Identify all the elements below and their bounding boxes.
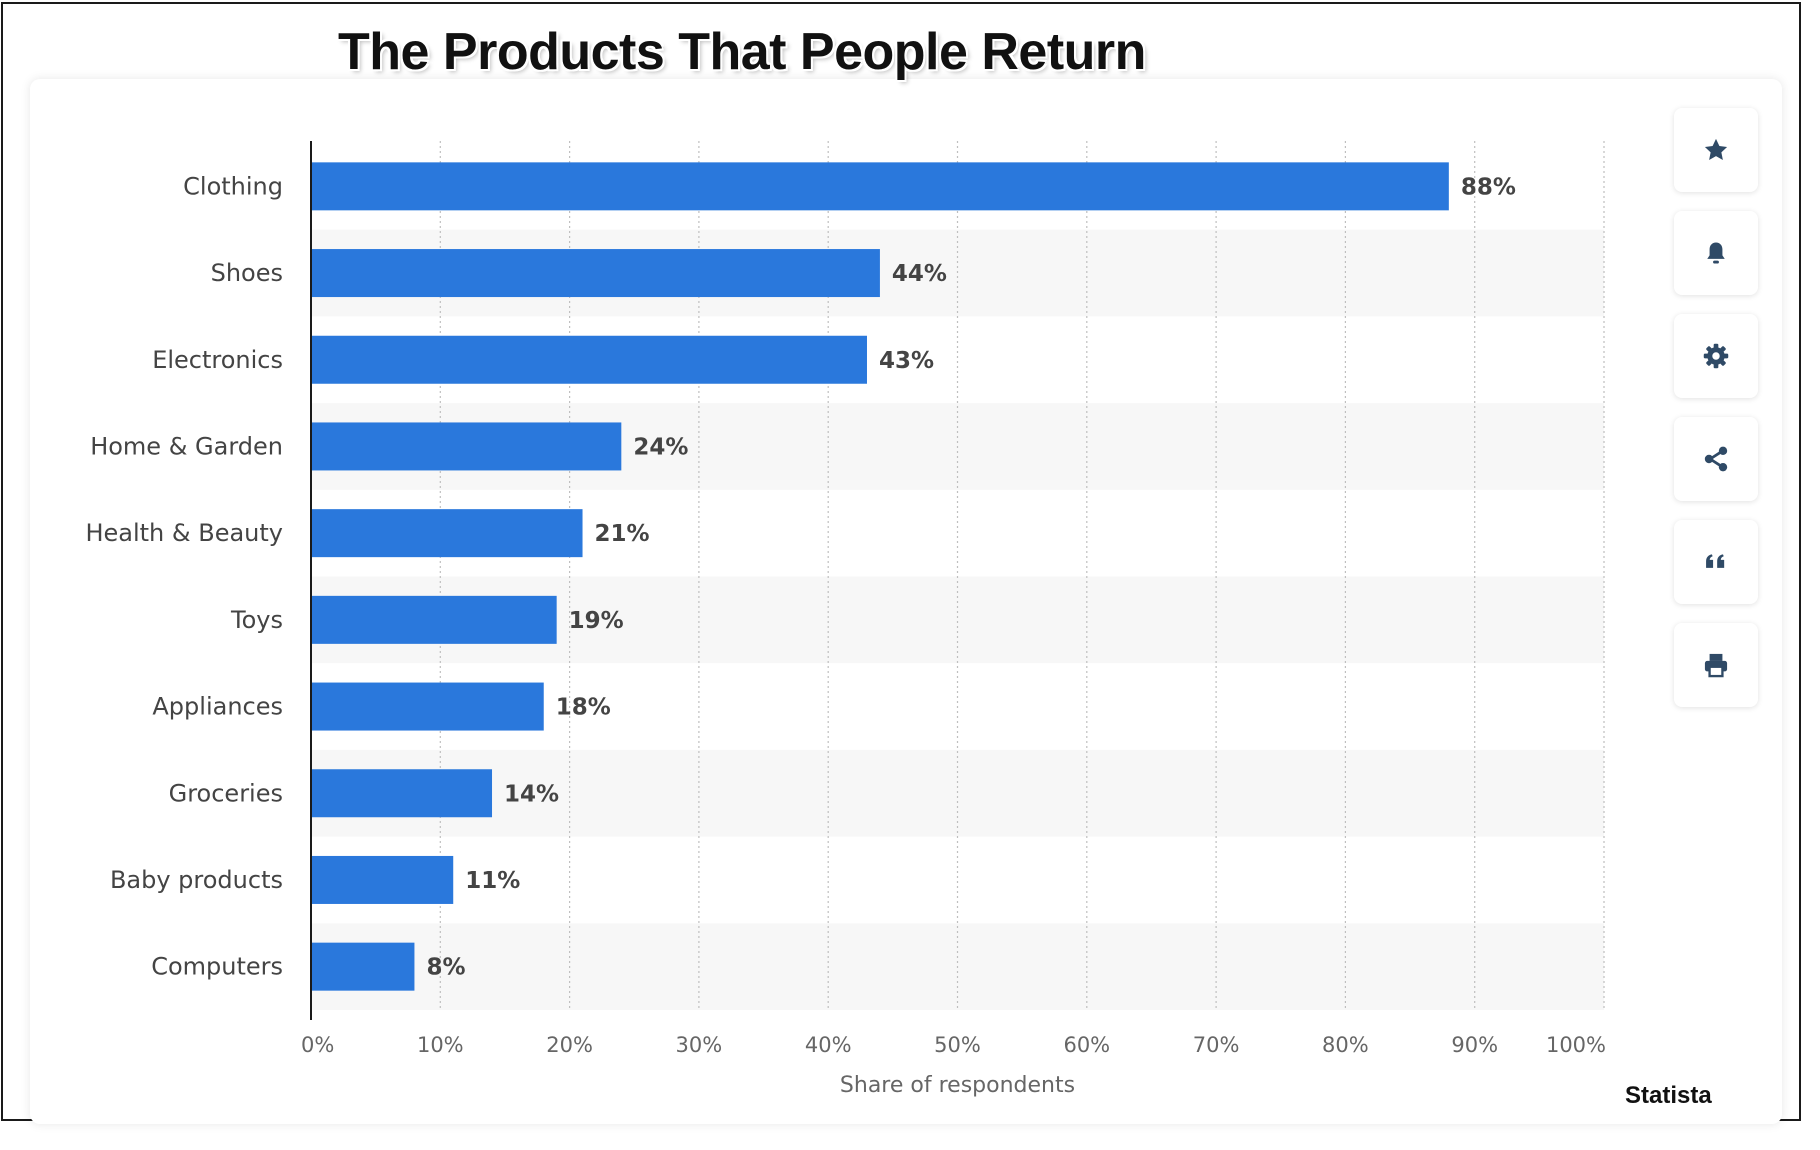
star-icon [1704,138,1728,161]
value-label: 8% [426,955,465,981]
bar [311,249,880,298]
x-tick-label: 80% [1322,1033,1369,1057]
x-tick-label: 30% [676,1033,723,1057]
value-label: 44% [892,261,947,287]
cite-button[interactable] [1674,520,1758,604]
bars [311,162,1449,991]
category-label: Electronics [152,346,283,374]
value-label: 21% [595,521,650,547]
value-label: 11% [465,868,520,894]
x-tick-label: 90% [1451,1033,1498,1057]
print-icon [1704,653,1728,678]
category-label: Groceries [169,779,283,807]
page-title: The Products That People Return [338,23,1146,81]
value-label: 18% [556,695,611,721]
x-tick-label: 0% [301,1033,334,1057]
x-tick-label: 100% [1546,1033,1606,1057]
bell-icon [1707,242,1725,264]
quote-icon [1706,554,1725,568]
value-labels: 88% 44% 43% 24% 21% 19% 18% 14% 11% 8% [426,174,1515,980]
settings-button[interactable] [1674,314,1758,398]
gear-icon [1703,343,1729,369]
category-label: Health & Beauty [85,519,283,547]
x-tick-label: 50% [934,1033,981,1057]
value-label: 14% [504,781,559,807]
bar [311,769,493,818]
bar [311,509,583,558]
bar [311,335,867,384]
bar [311,682,544,731]
category-label: Shoes [211,259,283,287]
x-tick-label: 60% [1063,1033,1110,1057]
value-label: 43% [879,348,934,374]
value-label: 19% [569,608,624,634]
bar [311,422,622,471]
category-label: Toys [230,606,283,634]
x-tick-label: 70% [1193,1033,1240,1057]
value-label: 88% [1461,174,1516,200]
category-label: Appliances [152,693,283,721]
category-label: Home & Garden [90,432,283,460]
category-label: Clothing [183,172,283,200]
x-tick-labels: 0% 10% 20% 30% 40% 50% 60% 70% 80% 90% 100% [301,1033,1606,1057]
favorite-button[interactable] [1674,108,1758,192]
x-tick-label: 40% [805,1033,852,1057]
print-button[interactable] [1674,623,1758,707]
x-tick-label: 20% [546,1033,593,1057]
bar [311,595,557,644]
source-credit: Statista [1625,1082,1712,1109]
bar [311,855,454,904]
x-axis-title: Share of respondents [840,1073,1075,1098]
category-label: Computers [151,953,283,981]
category-label: Baby products [110,866,283,894]
share-button[interactable] [1674,417,1758,501]
value-label: 24% [633,434,688,460]
bar [311,162,1449,211]
notification-button[interactable] [1674,211,1758,295]
share-icon [1704,446,1728,472]
category-labels: Clothing Shoes Electronics Home & Garden Hea… [85,172,283,980]
x-tick-label: 10% [417,1033,464,1057]
bar [311,942,415,991]
chart-toolbar [1674,108,1758,726]
